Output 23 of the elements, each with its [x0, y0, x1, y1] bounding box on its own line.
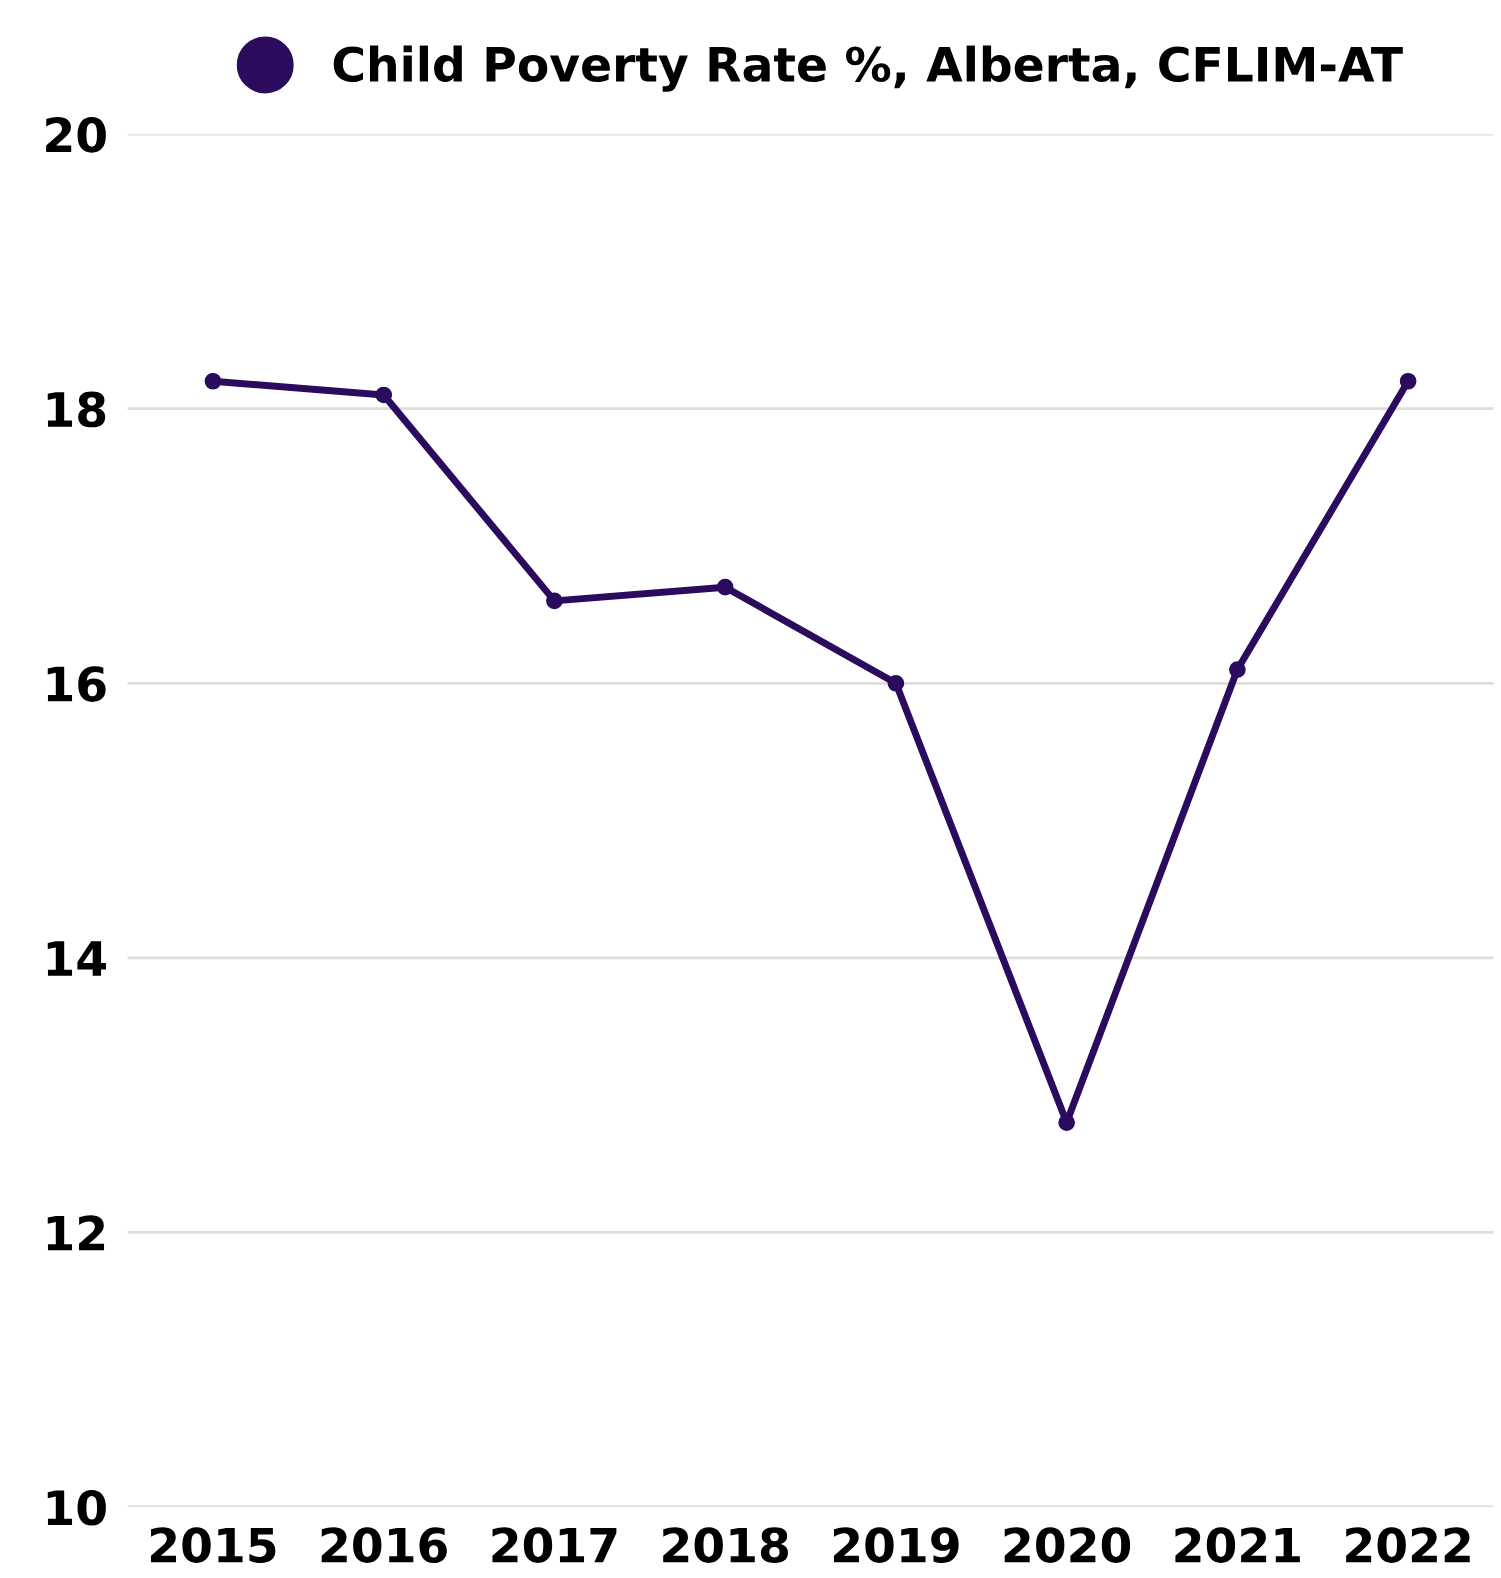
x-tick-label: 2015	[150, 1527, 276, 1563]
point	[546, 592, 563, 610]
x-tick-label: 2022	[1346, 1527, 1470, 1563]
x-tick-label: 2018	[663, 1527, 788, 1563]
x-tick-label: 2016	[321, 1527, 447, 1563]
point	[375, 386, 393, 404]
y-tick-label: 16	[47, 666, 106, 702]
point	[1229, 661, 1246, 678]
x-tick-label: 2020	[1004, 1527, 1131, 1563]
point	[1399, 372, 1417, 390]
y-tick-label: 10	[47, 1489, 106, 1526]
point	[716, 578, 734, 596]
y-tick-label: 14	[47, 941, 106, 976]
point	[1058, 1114, 1075, 1131]
x-tick-label: 2017	[492, 1527, 617, 1563]
y-tick-label: 18	[47, 391, 106, 428]
point	[204, 372, 222, 390]
y-tick-label: 20	[46, 117, 106, 153]
y-tick-label: 12	[47, 1215, 105, 1251]
x-tick-label: 2021	[1175, 1527, 1300, 1563]
legend-label: Child Poverty Rate %, Alberta, CFLIM-AT	[333, 45, 1403, 92]
point	[887, 674, 905, 692]
x-tick-label: 2019	[833, 1527, 959, 1563]
